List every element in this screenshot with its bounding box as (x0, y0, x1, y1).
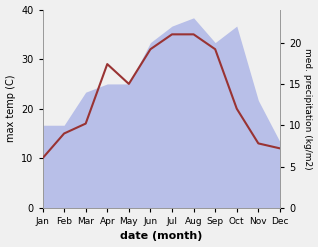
Y-axis label: max temp (C): max temp (C) (5, 75, 16, 143)
Y-axis label: med. precipitation (kg/m2): med. precipitation (kg/m2) (303, 48, 313, 169)
X-axis label: date (month): date (month) (120, 231, 203, 242)
